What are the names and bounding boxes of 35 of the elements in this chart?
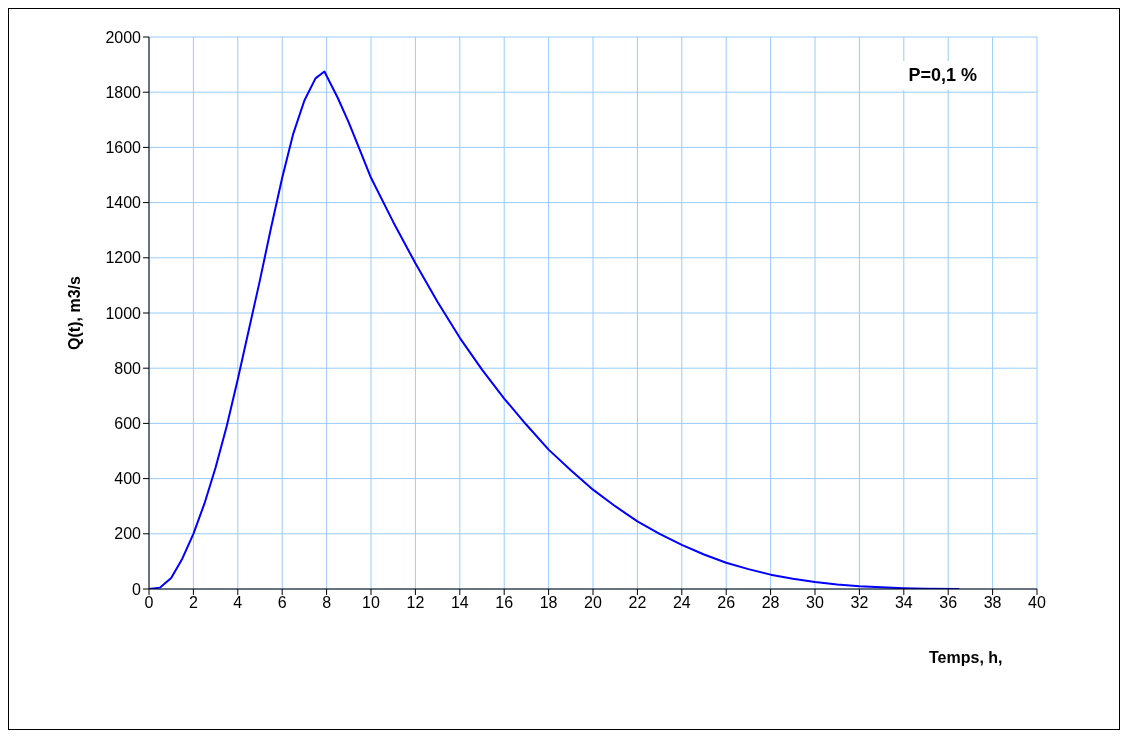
y-tick-label: 2000 (105, 28, 142, 46)
y-tick-label: 1400 (105, 194, 142, 212)
x-tick-label: 30 (806, 594, 824, 612)
x-tick-label: 14 (450, 594, 469, 612)
x-tick-label: 32 (850, 594, 869, 612)
x-tick-label: 4 (233, 594, 243, 612)
x-tick-label: 6 (277, 594, 287, 612)
x-tick-label: 8 (322, 594, 332, 612)
annotation: P=0,1 % (898, 61, 987, 90)
x-tick-label: 16 (495, 594, 514, 612)
y-tick-label: 1200 (105, 249, 142, 267)
x-tick-label: 10 (362, 594, 380, 612)
x-tick-label: 34 (894, 594, 913, 612)
y-tick-label: 600 (114, 415, 142, 433)
y-axis-title: Q(t), m3/s (65, 276, 83, 350)
x-axis-title: Temps, h, (929, 649, 1003, 667)
x-tick-label: 22 (628, 594, 647, 612)
y-tick-label: 1800 (105, 83, 142, 101)
y-tick-label: 1000 (105, 304, 142, 322)
x-tick-label: 12 (406, 594, 425, 612)
y-tick-label: 400 (114, 470, 142, 488)
x-tick-label: 36 (939, 594, 958, 612)
x-tick-label: 18 (539, 594, 558, 612)
x-tick-label: 40 (1028, 594, 1046, 612)
x-tick-label: 24 (672, 594, 691, 612)
y-tick-label: 800 (114, 359, 142, 377)
x-tick-label: 26 (717, 594, 736, 612)
x-tick-label: 38 (983, 594, 1002, 612)
y-tick-label: 0 (132, 580, 142, 598)
x-tick-label: 20 (584, 594, 602, 612)
x-tick-label: 0 (144, 594, 154, 612)
y-tick-label: 1600 (105, 139, 142, 157)
x-tick-label: 28 (761, 594, 780, 612)
x-tick-label: 2 (188, 594, 198, 612)
y-tick-label: 200 (114, 525, 142, 543)
